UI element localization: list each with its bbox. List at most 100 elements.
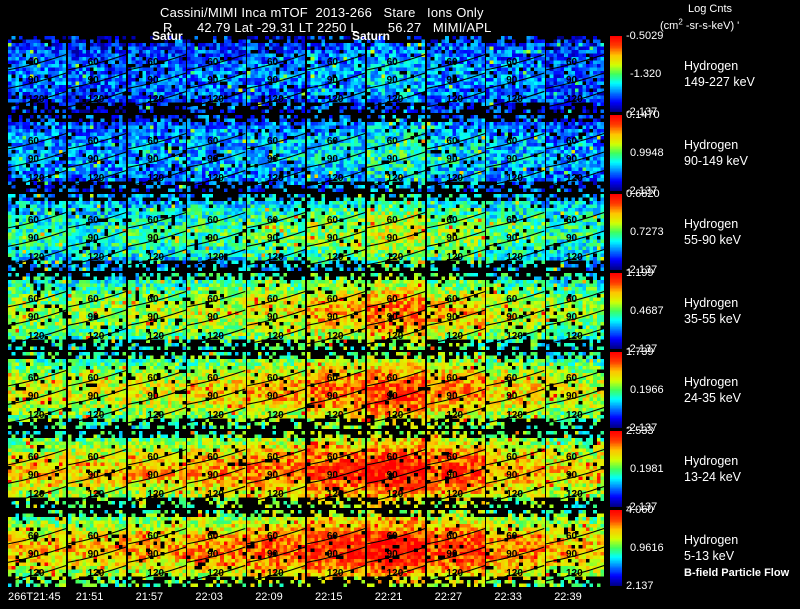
spectrogram-panel[interactable]: 60 90 120: [187, 273, 246, 350]
spectrogram-panel[interactable]: 60 90 120: [366, 431, 426, 508]
spectrogram-panel[interactable]: 60 90 120: [8, 352, 67, 429]
spectrogram-panel[interactable]: 60 90 120: [307, 510, 366, 587]
colorbar-max-label: 1.199: [626, 267, 654, 279]
spectrogram-panel[interactable]: 60 90 120: [67, 36, 127, 113]
spectrogram-panel[interactable]: 60 90 120: [8, 431, 67, 508]
colorbar-mid-label: 0.7273: [630, 226, 664, 238]
spectrogram-panel[interactable]: 60 90 120: [67, 115, 127, 192]
panel-image: [247, 352, 306, 429]
spectrogram-panel[interactable]: 60 90 120: [187, 115, 246, 192]
spectrogram-panel[interactable]: 60 90 120: [127, 115, 186, 192]
spectrogram-panel[interactable]: 60 90 120: [546, 273, 605, 350]
panel-image: [127, 115, 186, 192]
spectrogram-panel[interactable]: 60 90 120: [546, 510, 605, 587]
spectrogram-panel[interactable]: 60 90 120: [426, 431, 485, 508]
spectrogram-panel[interactable]: 60 90 120: [67, 194, 127, 271]
colorbar-max-label: 4.060: [626, 504, 654, 516]
spectrogram-panel[interactable]: 60 90 120: [127, 273, 186, 350]
spectrogram-panel[interactable]: 60 90 120: [8, 194, 67, 271]
spectrogram-panel[interactable]: 60 90 120: [486, 194, 545, 271]
spectrogram-panel[interactable]: 60 90 120: [187, 352, 246, 429]
spectrogram-panel[interactable]: 60 90 120: [247, 273, 306, 350]
spectrogram-panel[interactable]: 60 90 120: [187, 510, 246, 587]
species-label: Hydrogen: [684, 296, 739, 310]
spectrogram-panel[interactable]: 60 90 120: [366, 194, 426, 271]
spectrogram-panel[interactable]: 60 90 120: [307, 273, 366, 350]
spectrogram-panel[interactable]: 60 90 120: [247, 510, 306, 587]
spectrogram-panel[interactable]: 60 90 120: [426, 273, 485, 350]
spectrogram-panel[interactable]: 60 90 120: [187, 36, 246, 113]
panel-legend: Hydrogen 149-227 keV: [684, 59, 755, 89]
spectrogram-panel[interactable]: 60 90 120: [247, 194, 306, 271]
panel-image: [546, 194, 605, 271]
spectrogram-panel[interactable]: 60 90 120: [67, 352, 127, 429]
spectrogram-panel[interactable]: 60 90 120: [8, 36, 67, 113]
spectrogram-panel[interactable]: 60 90 120: [486, 431, 545, 508]
spectrogram-panel[interactable]: 60 90 120: [127, 352, 186, 429]
spectrogram-panel[interactable]: 60 90 120: [127, 36, 186, 113]
spectrogram-panel[interactable]: 60 90 120: [307, 36, 366, 113]
spectrogram-panel[interactable]: 60 90 120: [366, 273, 426, 350]
spectrogram-panel[interactable]: 60 90 120: [187, 431, 246, 508]
energy-range-label: 149-227 keV: [684, 75, 755, 89]
colorbar-min-label: -2.137: [626, 501, 658, 513]
spectrogram-panel[interactable]: 60 90 120: [546, 431, 605, 508]
panel-image: [8, 115, 67, 192]
spectrogram-panel[interactable]: 60 90 120: [546, 194, 605, 271]
spectrogram-panel[interactable]: 60 90 120: [486, 352, 545, 429]
time-tick-label: 22:27: [434, 591, 463, 603]
spectrogram-panel[interactable]: 60 90 120: [307, 352, 366, 429]
spectrogram-panel[interactable]: 60 90 120: [426, 194, 485, 271]
spectrogram-panel[interactable]: 60 90 120: [426, 115, 485, 192]
spectrogram-panel[interactable]: 60 90 120: [546, 352, 605, 429]
panel-image: [67, 194, 127, 271]
panel-image: [486, 194, 545, 271]
spectrogram-panel[interactable]: 60 90 120: [366, 115, 426, 192]
colorbar-min-label: -2.137: [626, 422, 658, 434]
panel-image: [307, 36, 366, 113]
orbit-parameters: 42.79 Lat -29.31 LT 2250 L 56.27 MIMI/AP…: [197, 20, 492, 35]
spectrogram-panel[interactable]: 60 90 120: [426, 36, 485, 113]
spectrogram-row: 60 90 120 60 90 120 60 90 120 60 90 120 60 90 120 60 90 1…: [8, 273, 606, 350]
spectrogram-panel[interactable]: 60 90 120: [67, 431, 127, 508]
energy-range-label: 5-13 keV: [684, 549, 735, 563]
spectrogram-panel[interactable]: 60 90 120: [127, 510, 186, 587]
spectrogram-panel[interactable]: 60 90 120: [307, 194, 366, 271]
spectrogram-panel[interactable]: 60 90 120: [486, 115, 545, 192]
panel-image: [127, 194, 186, 271]
panel-image: [366, 194, 426, 271]
spectrogram-panel[interactable]: 60 90 120: [486, 273, 545, 350]
panel-image: [247, 115, 306, 192]
time-tick-label: 21:51: [75, 591, 104, 603]
spectrogram-panel[interactable]: 60 90 120: [67, 273, 127, 350]
spectrogram-panel[interactable]: 60 90 120: [247, 352, 306, 429]
spectrogram-panel[interactable]: 60 90 120: [8, 273, 67, 350]
spectrogram-panel[interactable]: 60 90 120: [247, 36, 306, 113]
spectrogram-panel[interactable]: 60 90 120: [426, 352, 485, 429]
figure-title: Cassini/MIMI Inca mTOF 2013-266 Stare Io…: [160, 5, 484, 20]
spectrogram-panel[interactable]: 60 90 120: [187, 194, 246, 271]
spectrogram-panel[interactable]: 60 90 120: [8, 115, 67, 192]
spectrogram-panel[interactable]: 60 90 120: [247, 115, 306, 192]
spectrogram-panel[interactable]: 60 90 120: [366, 510, 426, 587]
colorbar: [610, 115, 622, 191]
time-tick-label: 22:39: [554, 591, 582, 603]
spectrogram-panel[interactable]: 60 90 120: [546, 115, 605, 192]
spectrogram-panel[interactable]: 60 90 120: [67, 510, 127, 587]
spectrogram-panel[interactable]: 60 90 120: [247, 431, 306, 508]
spectrogram-panel[interactable]: 60 90 120: [307, 431, 366, 508]
spectrogram-panel[interactable]: 60 90 120: [426, 510, 485, 587]
spectrogram-panel[interactable]: 60 90 120: [8, 510, 67, 587]
spectrogram-panel[interactable]: 60 90 120: [366, 352, 426, 429]
spectrogram-panel[interactable]: 60 90 120: [486, 510, 545, 587]
spectrogram-panel[interactable]: 60 90 120: [307, 115, 366, 192]
spectrogram-panel[interactable]: 60 90 120: [546, 36, 605, 113]
spectrogram-panel[interactable]: 60 90 120: [127, 431, 186, 508]
spectrogram-panel[interactable]: 60 90 120: [127, 194, 186, 271]
spectrogram-panel[interactable]: 60 90 120: [486, 36, 545, 113]
panel-image: [546, 36, 605, 113]
panel-image: [187, 194, 246, 271]
spectrogram-panel[interactable]: 60 90 120: [366, 36, 426, 113]
panel-legend: Hydrogen 35-55 keV: [684, 296, 741, 326]
energy-range-label: 90-149 keV: [684, 154, 748, 168]
